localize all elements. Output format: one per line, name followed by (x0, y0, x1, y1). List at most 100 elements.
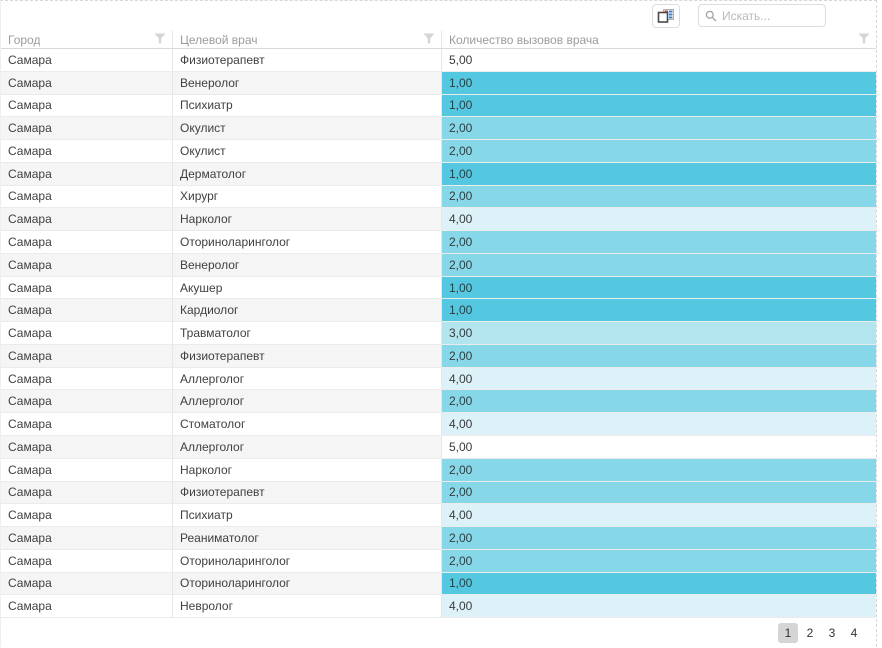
filter-funnel-icon[interactable] (858, 33, 870, 47)
cell-calls: 2,00 (442, 231, 876, 253)
column-header-doctor[interactable]: Целевой врач (173, 31, 442, 48)
cell-doctor: Травматолог (173, 322, 442, 344)
column-chooser-button[interactable] (652, 4, 680, 28)
grid-header-row: Город Целевой врач Количество вызовов вр… (1, 31, 876, 49)
cell-doctor: Психиатр (173, 504, 442, 527)
table-row[interactable]: Самара Травматолог 3,00 (1, 322, 876, 345)
cell-doctor: Аллерголог (173, 367, 442, 390)
cell-city: Самара (1, 595, 173, 618)
cell-city: Самара (1, 117, 173, 140)
table-row[interactable]: Самара Оториноларинголог 2,00 (1, 231, 876, 254)
pager-page-4[interactable]: 4 (850, 626, 858, 640)
cell-calls: 4,00 (442, 413, 876, 436)
table-row[interactable]: Самара Дерматолог 1,00 (1, 162, 876, 186)
search-input[interactable] (722, 8, 819, 23)
table-row[interactable]: Самара Венеролог 2,00 (1, 253, 876, 277)
cell-calls: 4,00 (442, 595, 876, 618)
cell-city: Самара (1, 344, 173, 367)
cell-calls: 1,00 (442, 299, 876, 322)
table-row[interactable]: Самара Окулист 2,00 (1, 140, 876, 163)
pager-page-2[interactable]: 2 (806, 626, 814, 640)
cell-doctor: Стоматолог (173, 413, 442, 436)
table-row[interactable]: Самара Оториноларинголог 1,00 (1, 572, 876, 596)
cell-city: Самара (1, 481, 173, 504)
grid-rows: Самара Физиотерапевт 5,00 Самара Венерол… (1, 49, 876, 619)
cell-doctor: Физиотерапевт (173, 481, 442, 504)
table-row[interactable]: Самара Психиатр 1,00 (1, 94, 876, 118)
column-chooser-icon (657, 8, 675, 24)
table-row[interactable]: Самара Венеролог 1,00 (1, 71, 876, 95)
column-header-calls[interactable]: Количество вызовов врача (442, 31, 876, 48)
cell-city: Самара (1, 276, 173, 299)
table-row[interactable]: Самара Психиатр 4,00 (1, 504, 876, 528)
cell-city: Самара (1, 94, 173, 117)
cell-calls: 2,00 (442, 344, 876, 367)
cell-calls: 2,00 (442, 117, 876, 140)
cell-calls: 1,00 (442, 572, 876, 595)
table-row[interactable]: Самара Реаниматолог 2,00 (1, 527, 876, 550)
cell-calls: 4,00 (442, 208, 876, 231)
cell-doctor: Венеролог (173, 253, 442, 276)
cell-calls: 2,00 (442, 527, 876, 549)
table-row[interactable]: Самара Нарколог 2,00 (1, 458, 876, 482)
cell-doctor: Аллерголог (173, 390, 442, 413)
column-header-label: Целевой врач (180, 32, 258, 47)
filter-funnel-icon[interactable] (423, 33, 435, 47)
table-row[interactable]: Самара Невролог 4,00 (1, 595, 876, 619)
cell-doctor: Невролог (173, 595, 442, 618)
cell-city: Самара (1, 436, 173, 458)
cell-doctor: Реаниматолог (173, 527, 442, 549)
table-row[interactable]: Самара Кардиолог 1,00 (1, 299, 876, 323)
table-row[interactable]: Самара Стоматолог 4,00 (1, 413, 876, 437)
cell-city: Самара (1, 253, 173, 276)
cell-calls: 2,00 (442, 549, 876, 572)
cell-city: Самара (1, 208, 173, 231)
pager-page-3[interactable]: 3 (828, 626, 836, 640)
cell-calls: 2,00 (442, 390, 876, 413)
cell-city: Самара (1, 322, 173, 344)
table-row[interactable]: Самара Окулист 2,00 (1, 117, 876, 141)
cell-city: Самара (1, 185, 173, 208)
cell-calls: 5,00 (442, 49, 876, 71)
table-row[interactable]: Самара Акушер 1,00 (1, 276, 876, 300)
cell-city: Самара (1, 504, 173, 527)
cell-city: Самара (1, 367, 173, 390)
cell-doctor: Хирург (173, 185, 442, 208)
table-row[interactable]: Самара Аллерголог 2,00 (1, 390, 876, 414)
cell-city: Самара (1, 458, 173, 481)
column-header-label: Количество вызовов врача (449, 32, 599, 47)
cell-calls: 2,00 (442, 481, 876, 504)
column-header-label: Город (8, 32, 41, 47)
filter-funnel-icon[interactable] (154, 33, 166, 47)
table-row[interactable]: Самара Аллерголог 4,00 (1, 367, 876, 391)
pager-page-1[interactable]: 1 (778, 623, 798, 643)
cell-doctor: Оториноларинголог (173, 572, 442, 595)
table-row[interactable]: Самара Физиотерапевт 2,00 (1, 344, 876, 368)
cell-city: Самара (1, 413, 173, 436)
cell-calls: 1,00 (442, 94, 876, 117)
cell-doctor: Физиотерапевт (173, 49, 442, 71)
cell-calls: 5,00 (442, 436, 876, 458)
cell-calls: 2,00 (442, 140, 876, 162)
cell-doctor: Венеролог (173, 71, 442, 94)
table-row[interactable]: Самара Физиотерапевт 5,00 (1, 49, 876, 72)
cell-city: Самара (1, 231, 173, 253)
grid-toolbar (1, 1, 876, 31)
column-header-city[interactable]: Город (1, 31, 173, 48)
cell-doctor: Физиотерапевт (173, 344, 442, 367)
search-icon (705, 10, 717, 22)
table-row[interactable]: Самара Физиотерапевт 2,00 (1, 481, 876, 505)
table-row[interactable]: Самара Хирург 2,00 (1, 185, 876, 209)
table-row[interactable]: Самара Нарколог 4,00 (1, 208, 876, 232)
cell-calls: 1,00 (442, 276, 876, 299)
cell-calls: 2,00 (442, 458, 876, 481)
cell-doctor: Оториноларинголог (173, 231, 442, 253)
table-row[interactable]: Самара Аллерголог 5,00 (1, 436, 876, 459)
cell-doctor: Дерматолог (173, 162, 442, 185)
cell-calls: 4,00 (442, 367, 876, 390)
table-row[interactable]: Самара Оториноларинголог 2,00 (1, 549, 876, 573)
cell-doctor: Окулист (173, 140, 442, 162)
